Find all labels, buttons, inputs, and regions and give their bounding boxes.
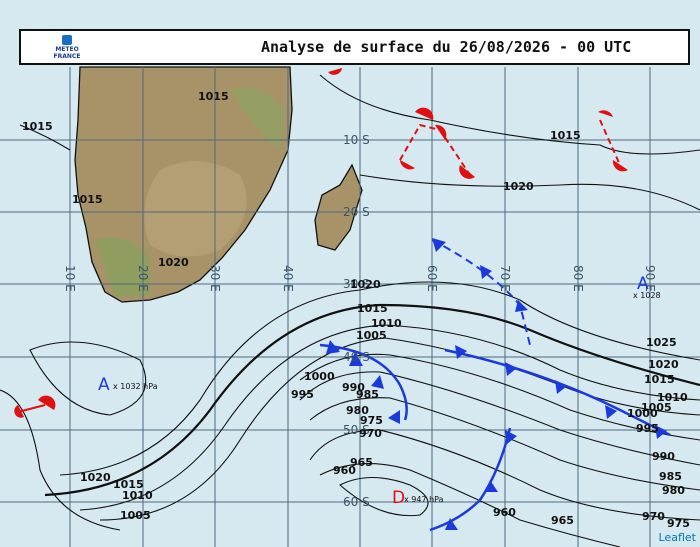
isobar [59, 281, 700, 476]
isobar-label: 1015 [198, 90, 229, 103]
logo-text: METEO [55, 46, 79, 53]
graticule [0, 67, 700, 547]
isobar-label: 980 [662, 484, 685, 497]
isobar-label: 975 [667, 517, 690, 530]
isobar-label: 960 [493, 506, 516, 519]
trough [399, 119, 621, 176]
isobar-label: 1020 [350, 278, 381, 291]
isobar-label: 975 [360, 414, 383, 427]
low-symbol: D [392, 488, 405, 508]
high-value: x 1028 [633, 291, 661, 300]
isobar [299, 371, 700, 466]
front-symbol [455, 345, 667, 439]
latitude-label: 60 S [343, 495, 370, 509]
logo: METEO FRANCE [47, 35, 87, 60]
latitude-label: 50 S [343, 423, 370, 437]
isobar-label: 965 [350, 456, 373, 469]
lowland [95, 237, 150, 297]
isobar-label: 980 [346, 404, 369, 417]
isobar-labels: 1015101510151020101510201020101510101005… [22, 90, 690, 530]
isobar-label: 985 [356, 388, 379, 401]
front-symbol [432, 238, 528, 312]
isobar-label: 970 [359, 427, 382, 440]
front-symbol [445, 430, 517, 530]
isobar [44, 303, 700, 497]
isobar-label: 1010 [122, 489, 153, 502]
isobar [339, 477, 429, 517]
latitude-label: 30 S [343, 277, 370, 291]
longitude-label: 80 E [571, 265, 585, 292]
front-symbol [326, 340, 400, 424]
warm-front [17, 404, 46, 413]
longitude-label: 40 E [281, 265, 295, 292]
longitude-label: 30 E [208, 265, 222, 292]
isobar [359, 174, 700, 211]
longitude-label: 20 E [136, 265, 150, 292]
isobar-label: 1000 [304, 370, 335, 383]
isobar [0, 389, 121, 531]
attribution[interactable]: Leaflet [658, 531, 696, 544]
longitude-label: 90 E [643, 265, 657, 292]
front-symbol [14, 395, 56, 418]
isobar [309, 429, 700, 521]
high-symbol: A [637, 274, 649, 294]
longitude-label: 10 E [63, 265, 77, 292]
isobar-label: 1005 [641, 401, 672, 414]
isobar [319, 74, 700, 155]
isobars [0, 74, 700, 547]
isobar-label: 1005 [356, 329, 387, 342]
isobar-label: 1015 [22, 120, 53, 133]
isobar-label: 990 [652, 450, 675, 463]
isobar-label: 985 [659, 470, 682, 483]
latitude-label: 20 S [343, 205, 370, 219]
title: Analyse de surface du 26/08/2026 - 00 UT… [261, 38, 632, 56]
high-value: x 1032 hPa [113, 382, 158, 391]
isobar [299, 353, 700, 441]
isobar-label: 1015 [72, 193, 103, 206]
cold-front [444, 348, 671, 437]
isobar-label: 965 [551, 514, 574, 527]
cold-front [429, 427, 512, 532]
cold-front [319, 343, 408, 421]
isobar [19, 124, 71, 151]
isobar-label: 960 [333, 464, 356, 477]
title-bar: METEO FRANCE Analyse de surface du 26/08/… [19, 29, 690, 65]
isobar-label: 990 [342, 381, 365, 394]
high-symbol: A [98, 375, 110, 395]
madagascar [314, 163, 363, 251]
isobar-label: 1000 [627, 407, 658, 420]
isobar-label: 1015 [550, 129, 581, 142]
isobar [309, 397, 700, 491]
isobar-label: 1020 [158, 256, 189, 269]
fronts [14, 68, 671, 532]
longitude-label: 70 E [498, 265, 512, 292]
isobar-label: 970 [642, 510, 665, 523]
isobar-label: 1020 [503, 180, 534, 193]
isobar-label: 1010 [657, 391, 688, 404]
isobar-label: 1015 [357, 302, 388, 315]
isobar-label: 1020 [80, 471, 111, 484]
logo-icon [62, 35, 72, 45]
longitude-label: 60 E [425, 265, 439, 292]
plateau [144, 161, 247, 257]
isobar-label: 995 [636, 422, 659, 435]
low-value: x 947 hPa [404, 495, 444, 504]
isobar-label: 1015 [644, 373, 675, 386]
latitude-label: 40 S [343, 350, 370, 364]
isobar-label: 1015 [113, 478, 144, 491]
isobar-label: 995 [291, 388, 314, 401]
isobar [29, 341, 147, 416]
isobar-label: 1025 [646, 336, 677, 349]
isobar-label: 1020 [648, 358, 679, 371]
isobar-label: 1010 [371, 317, 402, 330]
latitude-label: 10 S [343, 133, 370, 147]
lowland [230, 87, 285, 150]
isobar [79, 324, 700, 511]
logo-text: FRANCE [53, 53, 81, 60]
isobar-label: 1005 [120, 509, 151, 522]
isobar [319, 463, 621, 547]
